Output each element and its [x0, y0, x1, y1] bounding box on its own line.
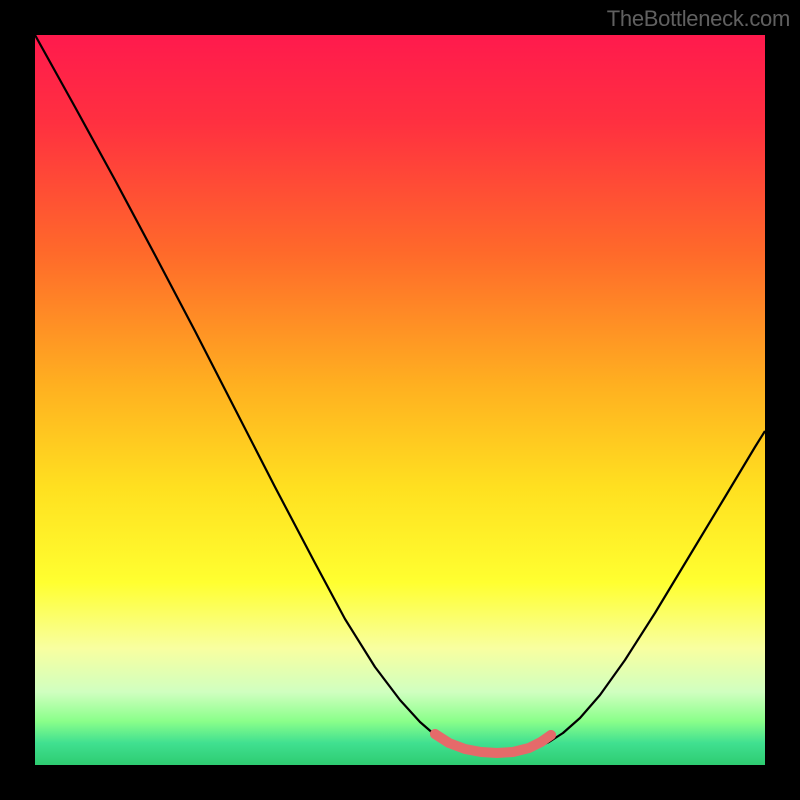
curve-layer: [35, 35, 765, 765]
watermark-text: TheBottleneck.com: [607, 6, 790, 32]
optimal-range-dot: [536, 737, 546, 747]
optimal-range-band: [435, 734, 551, 753]
chart-canvas: TheBottleneck.com: [0, 0, 800, 800]
optimal-range-dot: [430, 729, 440, 739]
bottleneck-curve: [35, 35, 765, 754]
optimal-range-dot: [546, 730, 556, 740]
plot-area: [35, 35, 765, 765]
